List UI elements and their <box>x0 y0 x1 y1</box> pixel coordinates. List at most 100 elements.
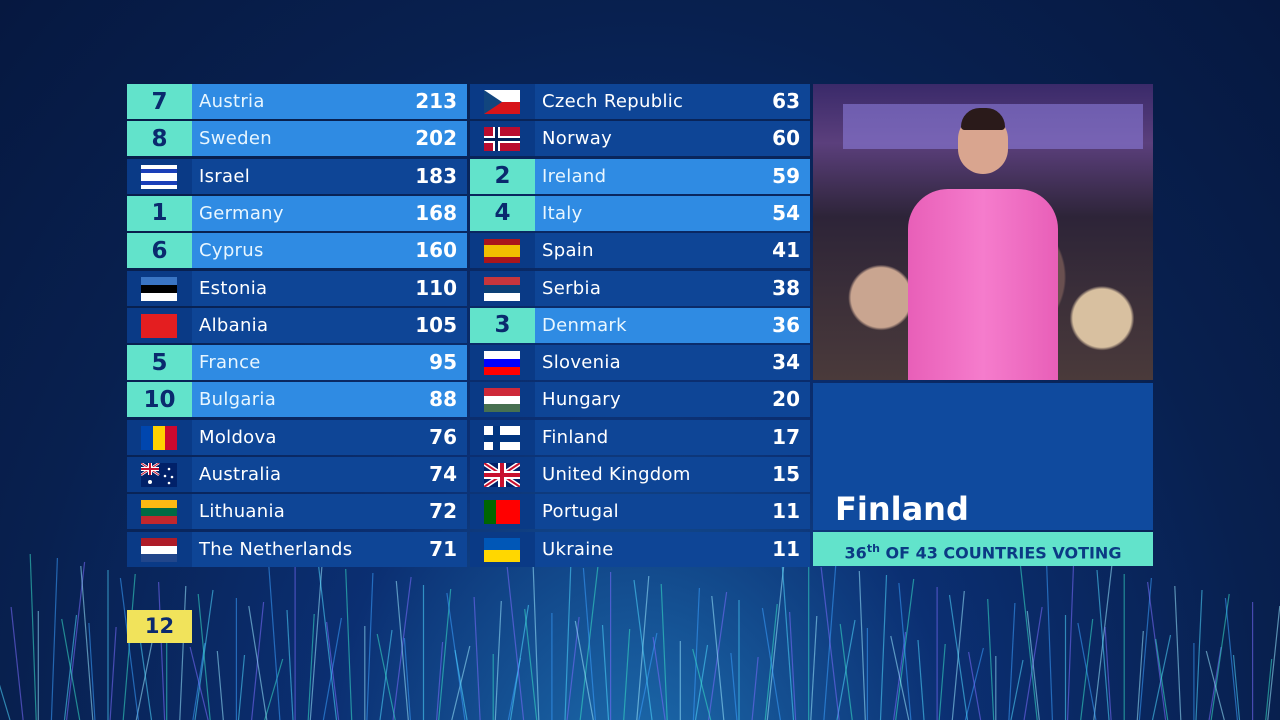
score-row: Estonia 110 <box>127 270 467 306</box>
country-score: 15 <box>772 462 800 486</box>
flag-part <box>484 396 520 405</box>
score-row: Israel 183 <box>127 158 467 194</box>
country-score: 20 <box>772 387 800 412</box>
flag-part <box>141 516 177 525</box>
flag-part <box>484 257 520 264</box>
score-row: Czech Republic 63 <box>470 84 810 119</box>
country-name: France <box>199 352 261 374</box>
flag-part <box>141 537 177 547</box>
light-strand <box>436 641 444 720</box>
light-strand <box>454 649 468 720</box>
flag-part <box>141 313 177 338</box>
light-strand <box>80 565 94 720</box>
flag-part <box>484 292 520 301</box>
country-score: 168 <box>415 200 457 225</box>
light-strand <box>66 561 86 720</box>
flag-cell <box>127 158 192 194</box>
light-strand <box>692 648 712 720</box>
country-score: 202 <box>415 126 457 151</box>
country-name: Hungary <box>542 389 621 411</box>
flag-part <box>167 467 171 471</box>
flag-part <box>484 463 520 487</box>
light-strand <box>1008 602 1016 720</box>
country-name: Spain <box>542 240 594 262</box>
country-name: Finland <box>542 426 609 448</box>
light-strand <box>1224 597 1238 720</box>
flag-part <box>484 549 520 562</box>
flag-part <box>484 388 520 397</box>
flag-cell <box>127 494 192 530</box>
light-strand <box>189 646 209 720</box>
country-name: Italy <box>542 202 583 224</box>
country-score: 11 <box>772 499 800 524</box>
country-score: 183 <box>415 163 457 188</box>
country-score: 213 <box>415 89 457 113</box>
light-strand <box>1195 589 1203 720</box>
light-strand <box>1210 593 1230 720</box>
flag-part <box>165 425 177 450</box>
country-score: 36 <box>772 312 800 337</box>
flag <box>141 313 177 338</box>
presenter-body <box>908 189 1058 380</box>
country-score: 105 <box>415 312 457 337</box>
light-strand <box>1147 581 1167 720</box>
country-name: Denmark <box>542 314 627 336</box>
flag-part <box>170 475 174 479</box>
flag-cell <box>127 419 192 455</box>
light-strand <box>366 572 374 720</box>
flag-cell <box>470 382 535 418</box>
flag <box>484 276 520 301</box>
flag <box>141 425 177 450</box>
score-row: 6 Cyprus 160 <box>127 233 467 269</box>
flag-part <box>141 184 177 189</box>
light-strand <box>1232 654 1241 720</box>
light-strand <box>403 637 411 720</box>
light-strand <box>820 566 840 720</box>
country-name: United Kingdom <box>542 464 691 485</box>
score-row: The Netherlands 71 <box>127 531 467 567</box>
flag-part <box>484 245 520 252</box>
light-strand <box>780 554 795 720</box>
flag-part <box>141 292 177 301</box>
score-row: United Kingdom 15 <box>470 457 810 492</box>
voting-order: 36th OF 43 COUNTRIES VOTING <box>813 532 1153 566</box>
score-row: 2 Ireland 59 <box>470 158 810 194</box>
light-strand <box>1026 610 1040 720</box>
flag <box>484 537 520 562</box>
flag <box>141 463 177 487</box>
country-name: The Netherlands <box>199 538 353 560</box>
flag-part <box>167 481 171 485</box>
light-strand <box>789 611 797 720</box>
flag-part <box>484 500 497 525</box>
flag-cell <box>470 121 535 157</box>
flag-part <box>484 239 520 246</box>
country-name: Israel <box>199 165 250 187</box>
light-strand <box>395 580 409 720</box>
flag-part <box>484 537 520 551</box>
score-row: 3 Denmark 36 <box>470 307 810 343</box>
rank-suffix: th <box>866 542 880 555</box>
flag-part <box>141 545 177 555</box>
flag-part <box>141 168 177 174</box>
flag <box>484 127 520 152</box>
light-strand <box>345 568 353 720</box>
score-row: Slovenia 34 <box>470 345 810 381</box>
flag-part <box>141 180 177 186</box>
score-row: Albania 105 <box>127 307 467 343</box>
next-points: 12 <box>127 610 192 643</box>
light-strand <box>264 658 284 720</box>
country-name: Bulgaria <box>199 389 277 411</box>
flag-part <box>141 425 154 450</box>
country-score: 74 <box>429 462 457 486</box>
flag-part <box>484 351 520 360</box>
flag <box>484 388 520 413</box>
score-row: Portugal 11 <box>470 494 810 530</box>
light-strand <box>1067 561 1075 720</box>
flag-part <box>484 90 502 114</box>
country-name: Austria <box>199 91 265 112</box>
flag-cell <box>470 84 535 119</box>
flag <box>141 537 177 562</box>
flag-part <box>484 367 520 376</box>
